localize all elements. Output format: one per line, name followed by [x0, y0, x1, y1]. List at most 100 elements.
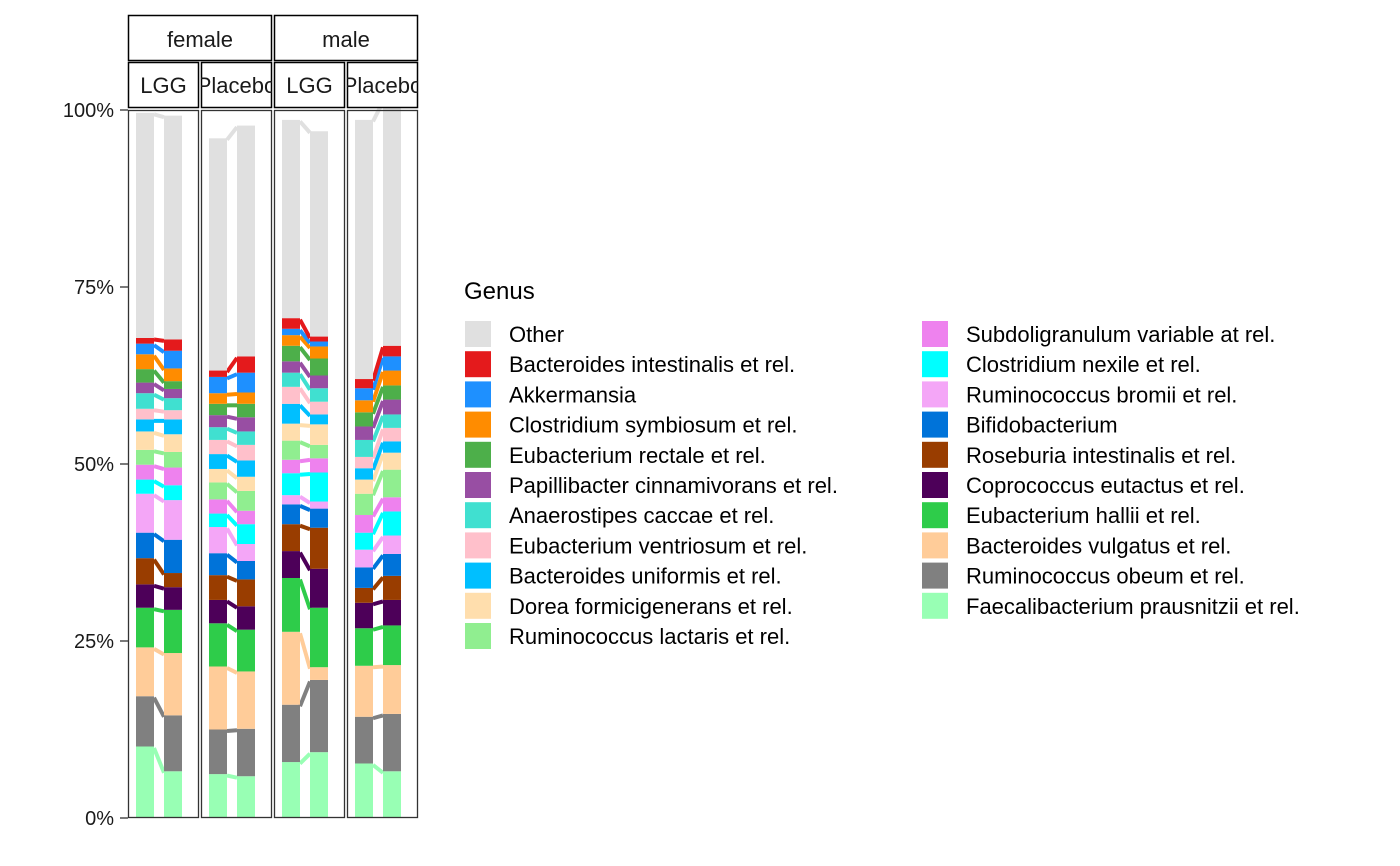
flow-female-placebo-clostridium-nexile-et-rel [225, 513, 239, 528]
legend-swatch-bacteroides-uniformis-et-rel [465, 562, 491, 589]
bar-segment-male-lgg-2-clostridium-symbiosum-et-rel [310, 346, 328, 359]
bar-segment-male-lgg-1-clostridium-nexile-et-rel [282, 473, 300, 496]
legend-label-eubacterium-rectale-et-rel: Eubacterium rectale et rel. [509, 443, 766, 468]
bar-segment-female-placebo-2-bifidobacterium [237, 560, 255, 580]
flow-female-lgg-clostridium-symbiosum-et-rel [152, 354, 166, 372]
panel-border-male-placebo [346, 109, 419, 819]
flow-female-placebo-ruminococcus-obeum-et-rel [226, 728, 238, 733]
bar-segment-female-lgg-2-dorea-formicigenerans-et-rel [164, 434, 182, 452]
bar-segment-male-lgg-2-bacteroides-vulgatus-et-rel [310, 667, 328, 680]
bar-segment-male-placebo-1-papillibacter-cinnamivorans-et-rel [355, 426, 373, 440]
y-tick-label: 75% [74, 277, 114, 299]
flow-male-lgg-subdoligranulum-variable-at-rel [299, 457, 311, 464]
flow-female-placebo-anaerostipes-caccae-et-rel [226, 426, 238, 435]
bar-segment-male-placebo-2-roseburia-intestinalis-et-rel [383, 575, 401, 600]
bar-segment-female-placebo-1-eubacterium-ventriosum-et-rel [209, 439, 227, 455]
flow-male-lgg-coprococcus-eutactus-et-rel [298, 551, 312, 572]
flow-female-lgg-ruminococcus-obeum-et-rel [152, 696, 166, 718]
legend-swatch-eubacterium-hallii-et-rel [922, 502, 948, 529]
bar-segment-male-placebo-2-other [383, 100, 401, 346]
bar-segment-male-lgg-1-bacteroides-vulgatus-et-rel [282, 631, 300, 705]
strip-female-lgg [127, 61, 200, 109]
bar-segment-male-lgg-1-dorea-formicigenerans-et-rel [282, 423, 300, 441]
bar-segment-male-placebo-2-eubacterium-ventriosum-et-rel [383, 427, 401, 442]
strip-label-female-lgg: LGG [140, 73, 186, 98]
legend-label-bacteroides-vulgatus-et-rel: Bacteroides vulgatus et rel. [966, 533, 1231, 558]
bar-segment-male-placebo-2-eubacterium-hallii-et-rel [383, 625, 401, 666]
strip-female [127, 14, 273, 62]
bar-segment-female-lgg-2-coprococcus-eutactus-et-rel [164, 587, 182, 610]
bar-segment-male-lgg-2-clostridium-nexile-et-rel [310, 472, 328, 502]
bar-segment-female-lgg-1-coprococcus-eutactus-et-rel [136, 584, 154, 608]
bar-segment-female-lgg-2-eubacterium-ventriosum-et-rel [164, 410, 182, 420]
bar-segment-female-lgg-1-bifidobacterium [136, 532, 154, 559]
bar-segment-female-placebo-2-bacteroides-intestinalis-et-rel [237, 356, 255, 373]
bar-segment-female-placebo-1-clostridium-symbiosum-et-rel [209, 393, 227, 404]
flow-male-placebo-dorea-formicigenerans-et-rel [371, 453, 385, 482]
flow-female-placebo-papillibacter-cinnamivorans-et-rel [226, 414, 238, 421]
legend-label-bifidobacterium: Bifidobacterium [966, 413, 1118, 438]
bar-segment-male-lgg-2-akkermansia [310, 341, 328, 347]
flow-male-lgg-eubacterium-ventriosum-et-rel [298, 387, 312, 405]
bar-segment-male-placebo-2-ruminococcus-obeum-et-rel [383, 713, 401, 772]
legend-swatch-ruminococcus-lactaris-et-rel [465, 623, 491, 649]
bar-segment-female-lgg-1-faecalibacterium-prausnitzii-et-rel [136, 746, 154, 818]
bar-segment-female-lgg-2-faecalibacterium-prausnitzii-et-rel [164, 771, 182, 818]
flow-male-placebo-eubacterium-rectale-et-rel [371, 386, 385, 415]
strip-label-male-placebo: Placebo [343, 73, 423, 98]
legend-label-anaerostipes-caccae-et-rel: Anaerostipes caccae et rel. [509, 503, 774, 528]
bar-segment-male-placebo-2-bacteroides-vulgatus-et-rel [383, 665, 401, 714]
bar-segment-female-lgg-2-eubacterium-rectale-et-rel [164, 381, 182, 389]
legend-swatch-subdoligranulum-variable-at-rel [922, 321, 948, 347]
bar-segment-female-lgg-1-clostridium-nexile-et-rel [136, 479, 154, 494]
legend-swatch-faecalibacterium-prausnitzii-et-rel [922, 592, 948, 619]
bar-segment-female-placebo-2-ruminococcus-obeum-et-rel [237, 728, 255, 777]
flow-male-lgg-papillibacter-cinnamivorans-et-rel [298, 361, 312, 379]
legend-label-clostridium-symbiosum-et-rel: Clostridium symbiosum et rel. [509, 413, 798, 438]
bar-segment-male-lgg-1-other [282, 119, 300, 319]
bar-segment-female-lgg-1-anaerostipes-caccae-et-rel [136, 393, 154, 409]
bar-segment-male-lgg-2-bacteroides-uniformis-et-rel [310, 414, 328, 425]
bar-segment-male-lgg-2-papillibacter-cinnamivorans-et-rel [310, 375, 328, 389]
bar-segment-female-placebo-1-bifidobacterium [209, 553, 227, 576]
y-tick-label: 50% [74, 454, 114, 476]
flow-male-placebo-papillibacter-cinnamivorans-et-rel [371, 400, 385, 429]
bar-segment-male-placebo-2-faecalibacterium-prausnitzii-et-rel [383, 771, 401, 818]
bar-segment-male-lgg-1-ruminococcus-obeum-et-rel [282, 704, 300, 763]
bar-segment-male-lgg-1-subdoligranulum-variable-at-rel [282, 459, 300, 474]
bar-segment-female-lgg-1-dorea-formicigenerans-et-rel [136, 431, 154, 450]
bar-segment-female-lgg-1-other [136, 112, 154, 338]
bar-segment-male-lgg-2-anaerostipes-caccae-et-rel [310, 388, 328, 402]
bar-segment-male-lgg-1-faecalibacterium-prausnitzii-et-rel [282, 762, 300, 818]
bar-segment-female-placebo-1-ruminococcus-lactaris-et-rel [209, 482, 227, 500]
flow-female-lgg-papillibacter-cinnamivorans-et-rel [152, 382, 166, 393]
flow-male-placebo-ruminococcus-bromii-et-rel [371, 535, 385, 553]
flow-female-placebo-subdoligranulum-variable-at-rel [225, 499, 239, 514]
legend-swatch-eubacterium-ventriosum-et-rel [465, 532, 491, 559]
legend-label-roseburia-intestinalis-et-rel: Roseburia intestinalis et rel. [966, 443, 1236, 468]
bar-segment-male-placebo-2-subdoligranulum-variable-at-rel [383, 497, 401, 512]
bar-segment-male-placebo-1-bacteroides-intestinalis-et-rel [355, 379, 373, 389]
bar-segment-male-lgg-2-ruminococcus-bromii-et-rel [310, 501, 328, 509]
bar-segment-male-lgg-1-eubacterium-ventriosum-et-rel [282, 386, 300, 404]
bar-segment-female-lgg-2-other [164, 115, 182, 340]
bar-segment-female-lgg-1-akkermansia [136, 343, 154, 355]
legend-label-faecalibacterium-prausnitzii-et-rel: Faecalibacterium prausnitzii et rel. [966, 594, 1300, 619]
legend-swatch-akkermansia [465, 381, 491, 408]
flow-male-placebo-eubacterium-ventriosum-et-rel [371, 428, 385, 460]
bar-segment-female-lgg-1-bacteroides-vulgatus-et-rel [136, 647, 154, 697]
bar-segment-male-placebo-2-ruminococcus-lactaris-et-rel [383, 469, 401, 498]
legend-swatch-bacteroides-intestinalis-et-rel [465, 351, 491, 378]
bar-segment-male-lgg-1-bacteroides-uniformis-et-rel [282, 403, 300, 424]
flow-male-placebo-faecalibacterium-prausnitzii-et-rel [371, 763, 385, 775]
bar-segment-female-lgg-2-bifidobacterium [164, 539, 182, 574]
bar-segment-female-lgg-2-bacteroides-intestinalis-et-rel [164, 339, 182, 351]
bar-segment-male-lgg-1-coprococcus-eutactus-et-rel [282, 551, 300, 578]
legend-swatch-ruminococcus-bromii-et-rel [922, 381, 948, 408]
flow-female-lgg-eubacterium-ventriosum-et-rel [153, 408, 165, 414]
flow-female-placebo-eubacterium-ventriosum-et-rel [226, 439, 238, 449]
panel-layer [127, 109, 419, 819]
bar-segment-male-placebo-2-eubacterium-rectale-et-rel [383, 385, 401, 400]
strip-label-male-lgg: LGG [286, 73, 332, 98]
